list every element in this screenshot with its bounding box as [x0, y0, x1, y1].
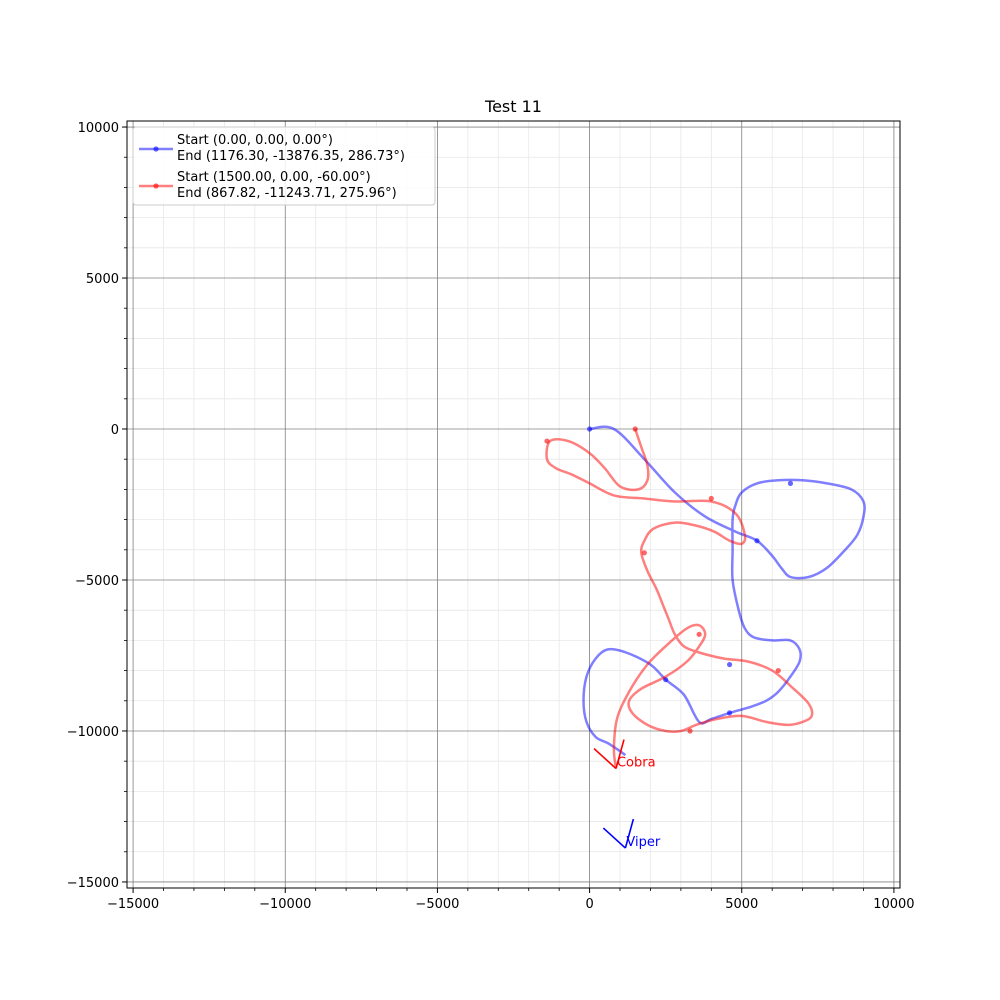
series-marker-1: [632, 426, 638, 432]
series-marker-1: [687, 728, 693, 734]
chart-title: Test 11: [484, 97, 542, 116]
minor-grid: [127, 121, 900, 888]
heading-arrow-right: [615, 739, 625, 769]
tick-layer: −15000 −10000 −5000 0 5000 10000 10000 5000 0 −50…: [67, 121, 915, 912]
annotation-label: Cobra: [617, 756, 656, 771]
x-tick-label: −15000: [107, 897, 159, 912]
x-tick-label: −10000: [259, 897, 311, 912]
legend-label-line1: Start (1500.00, 0.00, -60.00°): [177, 170, 371, 185]
series-marker-0: [726, 661, 733, 668]
y-tick-label: −15000: [67, 876, 119, 891]
x-tick-label: 10000: [873, 897, 914, 912]
legend-label-line2: End (1176.30, -13876.35, 286.73°): [177, 149, 405, 164]
heading-arrow-left: [593, 747, 617, 770]
x-tick-label: 5000: [725, 897, 758, 912]
legend-label-line1: Start (0.00, 0.00, 0.00°): [177, 133, 333, 148]
legend-marker-1: [153, 183, 159, 189]
series-marker-1: [544, 438, 550, 444]
series-line-0: [582, 425, 866, 757]
legend-marker-0: [153, 146, 159, 152]
plot-frame: [126, 120, 901, 889]
x-tick-label: 0: [585, 897, 593, 912]
y-tick-label: 5000: [86, 272, 119, 287]
series-marker-0: [726, 710, 733, 716]
series-marker-0: [787, 480, 794, 486]
x-tick-label: −5000: [415, 897, 459, 912]
series-marker-1: [708, 495, 714, 502]
series-line-1: [545, 428, 814, 769]
major-grid: [127, 121, 900, 888]
y-tick-label: 10000: [78, 121, 119, 136]
series-marker-0: [586, 426, 593, 432]
series-marker-0: [754, 538, 760, 544]
annotation-label: Viper: [626, 835, 660, 850]
legend-label-line2: End (867.82, -11243.71, 275.96°): [177, 186, 397, 201]
series-marker-1: [775, 667, 781, 674]
legend: Start (0.00, 0.00, 0.00°) End (1176.30, …: [132, 126, 436, 206]
y-tick-label: 0: [111, 423, 119, 438]
series-marker-1: [641, 550, 647, 556]
heading-arrow-right: [624, 818, 635, 849]
y-tick-label: −5000: [75, 574, 119, 589]
y-tick-label: −10000: [67, 725, 119, 740]
series-layer: [544, 425, 866, 769]
heading-arrow-left: [602, 827, 626, 849]
legend-box: [132, 126, 436, 206]
series-marker-1: [696, 631, 702, 637]
annotation-layer: Viper Cobra: [593, 739, 661, 850]
